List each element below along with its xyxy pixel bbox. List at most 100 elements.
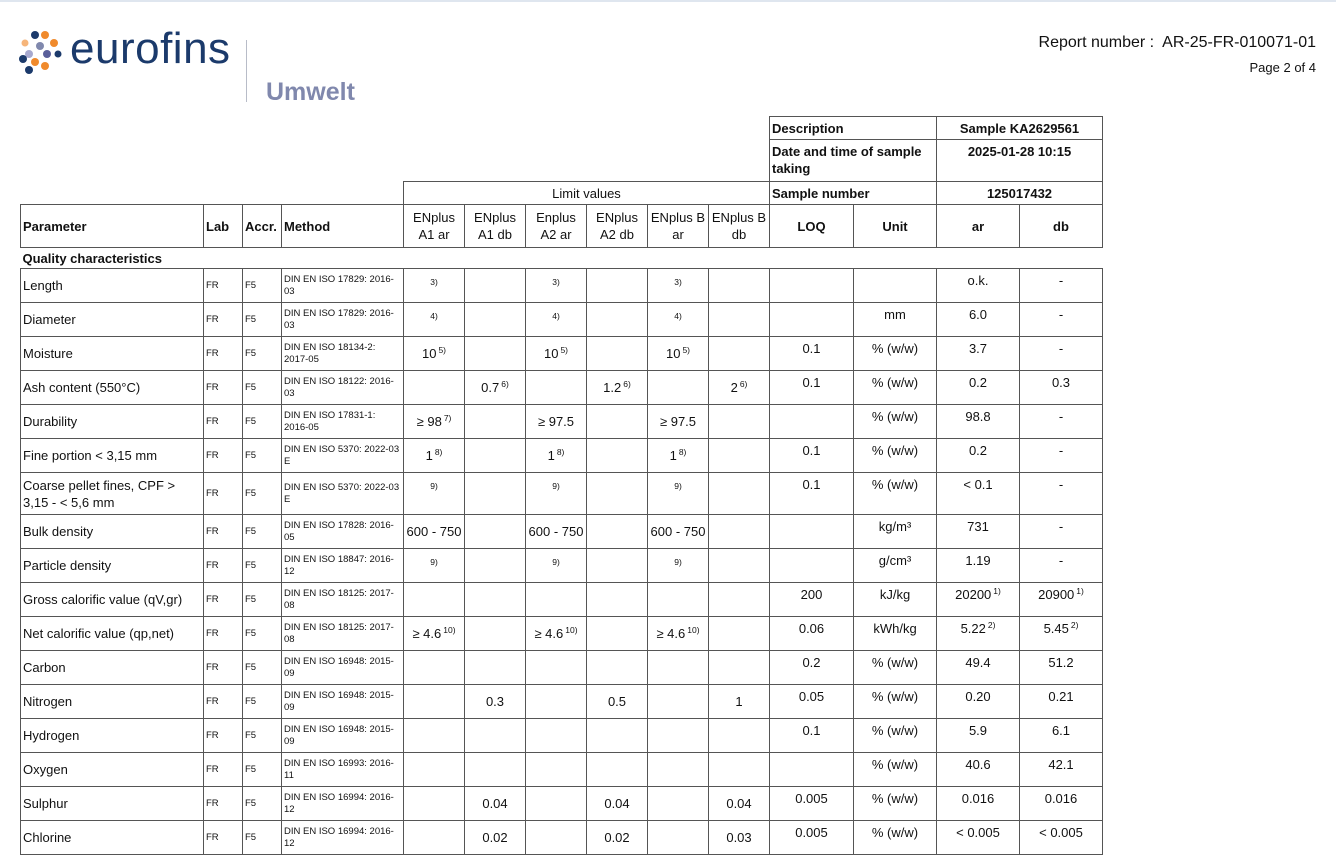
limit-value-cell <box>464 514 526 549</box>
cell-value: - <box>1058 553 1064 568</box>
column-header: Parameter <box>20 204 204 248</box>
parameter-cell: Gross calorific value (qV,gr) <box>20 582 204 617</box>
limit-value-cell <box>464 268 526 303</box>
limit-value-cell: 0.03 <box>708 820 770 855</box>
cell-value: ≥ 4.6 <box>534 626 564 641</box>
limit-value-cell <box>647 718 709 753</box>
footnote-ref: 8) <box>678 446 687 457</box>
lab-cell: FR <box>203 514 243 549</box>
method-cell: DIN EN ISO 18125: 2017-08 <box>281 582 404 617</box>
table-row: Moisture FR F5 DIN EN ISO 18134-2: 2017-05 1… <box>20 336 1103 371</box>
cell-value: 0.03 <box>726 830 752 845</box>
table-row: Durability FR F5 DIN EN ISO 17831-1: 2016-0… <box>20 404 1103 439</box>
cell-value: - <box>1058 273 1064 288</box>
limit-value-cell <box>586 302 648 337</box>
limit-value-cell <box>525 370 587 405</box>
limit-value-cell: 4) <box>647 302 709 337</box>
parameter-cell: Hydrogen <box>20 718 204 753</box>
limit-value-cell <box>525 752 587 787</box>
footnote-ref: 3) <box>552 277 560 287</box>
cell-value: 98.8 <box>965 409 991 424</box>
cell-value: ≥ 4.6 <box>412 626 442 641</box>
accreditation-cell: F5 <box>242 268 282 303</box>
unit-cell: % (w/w) <box>853 336 937 371</box>
cell-value: 0.04 <box>482 796 508 811</box>
sample-number-value: 125017432 <box>936 181 1103 205</box>
cell-value: 600 - 750 <box>650 524 706 539</box>
accreditation-cell: F5 <box>242 582 282 617</box>
limit-value-cell <box>464 718 526 753</box>
footnote-ref: 6) <box>501 378 509 389</box>
result-ar-cell: 49.4 <box>936 650 1020 685</box>
table-row: Bulk density FR F5 DIN EN ISO 17828: 2016-0… <box>20 514 1103 549</box>
description-label: Description <box>769 116 937 140</box>
limit-value-cell <box>464 302 526 337</box>
limit-value-cell: 600 - 750 <box>647 514 709 549</box>
result-db-cell: 5.45 2) <box>1019 616 1103 651</box>
lab-cell: FR <box>203 786 243 821</box>
parameter-cell: Carbon <box>20 650 204 685</box>
limit-value-cell: 9) <box>403 472 465 515</box>
result-db-cell: - <box>1019 548 1103 583</box>
limit-value-cell <box>586 582 648 617</box>
cell-value: - <box>1058 519 1064 534</box>
column-header: ar <box>936 204 1020 248</box>
unit-cell: % (w/w) <box>853 684 937 719</box>
method-cell: DIN EN ISO 18134-2: 2017-05 <box>281 336 404 371</box>
result-db-cell: < 0.005 <box>1019 820 1103 855</box>
date-label: Date and time of sample taking <box>769 139 937 182</box>
footnote-ref: 4) <box>674 311 682 321</box>
loq-cell <box>769 752 854 787</box>
limit-value-cell <box>586 548 648 583</box>
limit-value-cell: 0.02 <box>464 820 526 855</box>
limit-value-cell <box>586 404 648 439</box>
table-row: Ash content (550°C) FR F5 DIN EN ISO 18122:… <box>20 370 1103 405</box>
limit-value-cell: 3) <box>525 268 587 303</box>
limit-value-cell <box>464 472 526 515</box>
cell-value: 5.45 <box>1043 621 1069 636</box>
footnote-ref: 5) <box>682 344 691 355</box>
cell-value: 1 <box>425 448 433 463</box>
limit-value-cell: 600 - 750 <box>403 514 465 549</box>
loq-cell: 0.1 <box>769 336 854 371</box>
parameter-cell: Bulk density <box>20 514 204 549</box>
cell-value: 0.04 <box>604 796 630 811</box>
method-cell: DIN EN ISO 16994: 2016-12 <box>281 820 404 855</box>
cell-value: 1 <box>735 694 743 709</box>
limit-value-cell <box>464 616 526 651</box>
loq-cell <box>769 302 854 337</box>
loq-cell: 0.1 <box>769 438 854 473</box>
footnote-ref: 10) <box>565 624 578 635</box>
parameter-cell: Oxygen <box>20 752 204 787</box>
parameter-cell: Fine portion < 3,15 mm <box>20 438 204 473</box>
cell-value: 600 - 750 <box>528 524 584 539</box>
footnote-ref: 1) <box>1076 585 1084 596</box>
cell-value: < 0.005 <box>956 825 1000 840</box>
lab-cell: FR <box>203 268 243 303</box>
limit-value-cell <box>708 582 770 617</box>
limit-value-cell: 10 5) <box>403 336 465 371</box>
cell-value: 3.7 <box>968 341 988 356</box>
result-ar-cell: 40.6 <box>936 752 1020 787</box>
limit-value-cell <box>464 582 526 617</box>
limit-values-header: Limit values <box>403 181 770 205</box>
cell-value: 51.2 <box>1048 655 1074 670</box>
cell-value: 1.19 <box>965 553 991 568</box>
parameter-cell: Moisture <box>20 336 204 371</box>
page-indicator: Page 2 of 4 <box>1249 60 1317 75</box>
method-cell: DIN EN ISO 16994: 2016-12 <box>281 786 404 821</box>
column-header: ENplus A1 db <box>464 204 526 248</box>
limit-value-cell <box>403 684 465 719</box>
cell-value: - <box>1058 341 1064 356</box>
lab-cell: FR <box>203 302 243 337</box>
limit-value-cell: 10 5) <box>647 336 709 371</box>
limit-value-cell <box>464 752 526 787</box>
limit-value-cell <box>708 472 770 515</box>
method-cell: DIN EN ISO 5370: 2022-03 E <box>281 472 404 515</box>
limit-value-cell: 10 5) <box>525 336 587 371</box>
cell-value: 0.016 <box>961 791 995 806</box>
result-db-cell: - <box>1019 268 1103 303</box>
column-header: Accr. <box>242 204 282 248</box>
result-ar-cell: 0.2 <box>936 438 1020 473</box>
loq-cell <box>769 548 854 583</box>
